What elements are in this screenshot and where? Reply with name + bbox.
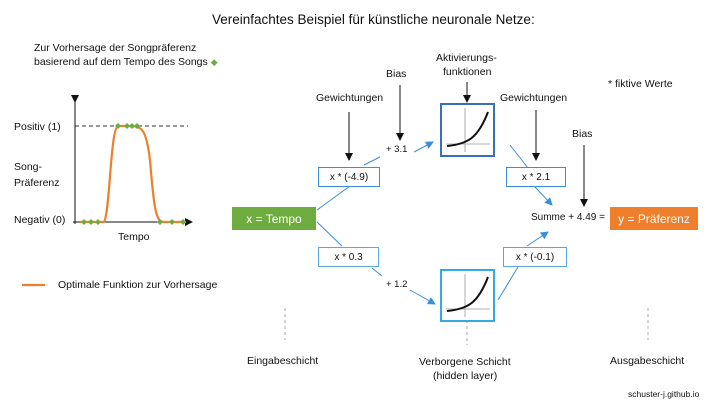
weight-op-w1: x * (-4.9) [318,167,380,187]
label-pointers [345,82,588,207]
diagram-title: Vereinfachtes Beispiel für künstliche ne… [212,12,535,27]
arrow-b1-to-act1 [413,141,434,153]
y-label-line-2: Präferenz [14,177,60,189]
weight-op-w3: x * 2.1 [506,167,566,187]
act-bottom-curve [446,276,489,312]
input-node: x = Tempo [232,207,316,230]
activation-top [440,103,495,157]
act-top-curve [446,111,489,147]
preference-chart [22,95,193,287]
arrow-input-to-w2 [316,221,343,247]
fiktive-note: * fiktive Werte [608,78,673,90]
optimal-curve [80,124,186,224]
data-point [81,219,87,225]
negative-label: Negativ (0) [14,214,66,226]
data-point [88,219,94,225]
arrow-w3-to-sum [534,186,553,206]
y-label-line-1: Song- [14,161,43,173]
x-label: Tempo [118,231,150,243]
activation-bottom [440,269,495,322]
hidden-layer-label-1: Verborgene Schicht [419,356,511,368]
data-point [180,219,186,225]
source-credit: schuster-j.github.io [628,389,700,399]
bias-label-top: Bias [386,68,407,80]
weights-label-right: Gewichtungen [500,92,568,104]
network-arrows [316,141,553,305]
sum-label: Summe + 4.49 = [531,212,605,223]
arrow-act1-to-w3 [509,144,529,169]
data-point [134,123,140,129]
activation-label-line-2: funktionen [443,66,492,78]
hidden-layer-label-2: (hidden layer) [433,370,498,382]
arrow-w1-to-b1 [363,156,381,166]
arrow-b2-to-act2 [409,289,436,305]
activation-label-line-1: Aktivierungs- [436,52,497,64]
green-diamond-icon: ◆ [210,57,218,67]
data-point [115,123,121,129]
arrow-act2-to-w4 [497,266,519,301]
output-layer-label: Ausgabeschicht [610,355,685,367]
weight-op-w4: x * (-0.1) [503,247,567,267]
weight-op-w2: x * 0.3 [318,247,379,267]
data-point [129,123,135,129]
activation-frame-bottom [440,269,495,322]
data-point [124,123,130,129]
output-node: y = Präferenz [610,207,698,230]
data-point [157,219,163,225]
data-point [169,219,175,225]
bias-value-2: + 1.2 [386,279,408,290]
arrow-input-to-w1 [316,185,351,211]
data-point [95,219,101,225]
weights-label-left: Gewichtungen [316,92,384,104]
intro-line-1: Zur Vorhersage der Songpräferenz [34,42,197,54]
legend-label: Optimale Funktion zur Vorhersage [58,279,218,291]
intro-line-2-text: basierend auf dem Tempo des Songs [34,56,208,68]
arrow-w4-to-sum [526,231,549,247]
bias-value-1: + 3.1 [386,144,408,155]
bias-label-right: Bias [572,128,593,140]
arrow-w2-to-b2 [371,267,383,277]
input-layer-label: Eingabeschicht [247,355,319,367]
intro-line-2: basierend auf dem Tempo des Songs ◆ [34,56,218,69]
positive-label: Positiv (1) [14,121,61,133]
layer-dividers [284,308,649,345]
activation-frame-top [440,103,495,157]
